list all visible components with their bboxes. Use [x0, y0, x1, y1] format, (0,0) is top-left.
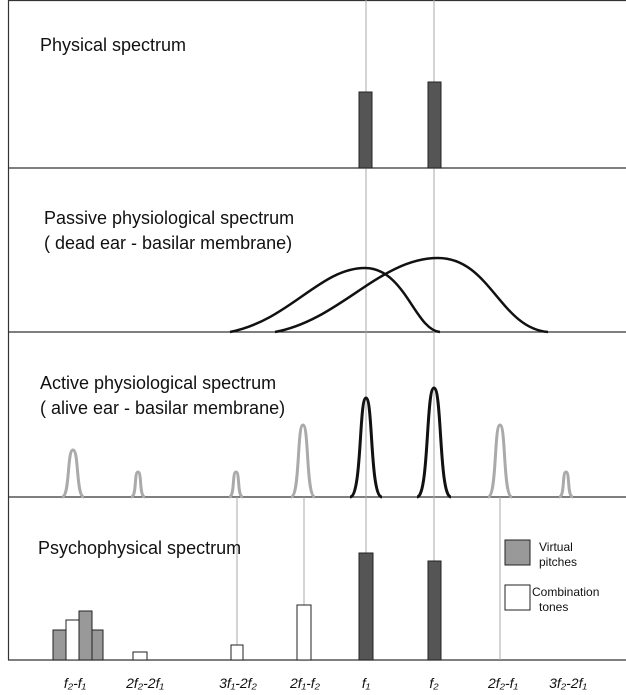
virtual-pitch-bars [52, 552, 442, 661]
active-peaks-gray [60, 423, 574, 499]
legend-swatch [504, 539, 531, 566]
x-label: 2f₂-2f₁ [125, 675, 164, 691]
passive-curves [229, 256, 549, 334]
x-label: f₁ [362, 675, 371, 691]
legend-swatch [504, 584, 531, 611]
combination-tone-bars [65, 604, 312, 661]
x-label: 2f₁-f₂ [289, 675, 321, 691]
x-label: f₂ [429, 675, 439, 691]
panel-subtitle: ( dead ear - basilar membrane) [44, 233, 292, 253]
x-labels: f₂-f₁ 2f₂-2f₁ 3f₁-2f₂ 2f₁-f₂ f₁ f₂ 2f₂-f₁ 3f₂-2… [64, 675, 588, 691]
panel-title: Physical spectrum [40, 35, 186, 55]
legend-text: Combination [532, 585, 599, 599]
x-label: 2f₂-f₁ [487, 675, 519, 691]
panel-title: Active physiological spectrum [40, 373, 276, 393]
x-label: f₂-f₁ [64, 675, 87, 691]
physical-bars [358, 81, 442, 169]
active-peaks-black [348, 386, 453, 499]
panel-title: Passive physiological spectrum [44, 208, 294, 228]
frame [7, 0, 626, 661]
x-label: 3f₁-2f₂ [219, 675, 257, 691]
panel-title: Psychophysical spectrum [38, 538, 241, 558]
legend-text: tones [539, 600, 568, 614]
x-label: 3f₂-2f₁ [549, 675, 587, 691]
legend-text: pitches [539, 555, 577, 569]
panel-subtitle: ( alive ear - basilar membrane) [40, 398, 285, 418]
legend-text: Virtual [539, 540, 573, 554]
